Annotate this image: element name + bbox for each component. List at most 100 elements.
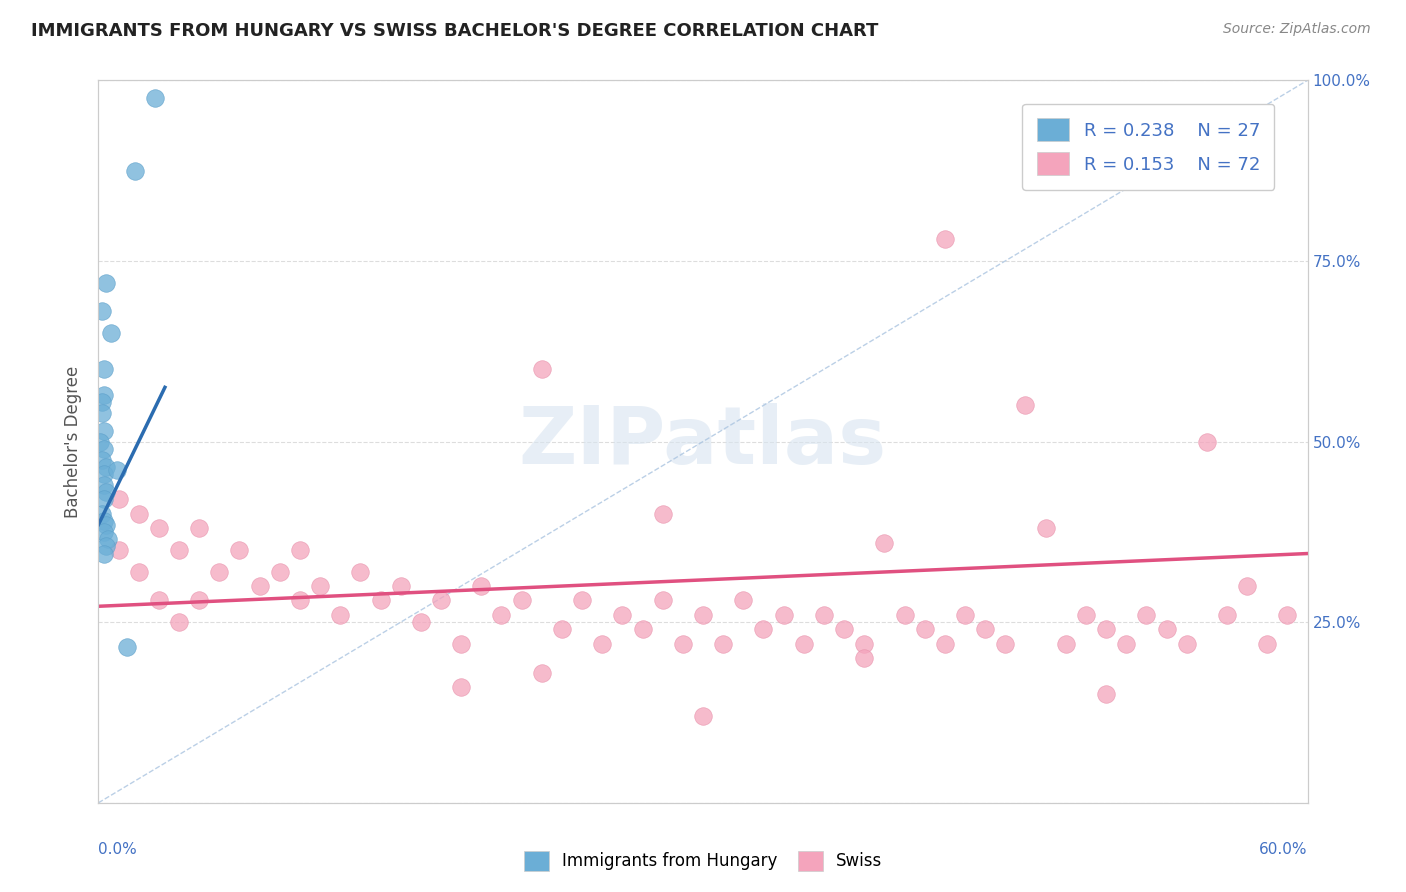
Text: IMMIGRANTS FROM HUNGARY VS SWISS BACHELOR'S DEGREE CORRELATION CHART: IMMIGRANTS FROM HUNGARY VS SWISS BACHELO… [31, 22, 879, 40]
Point [591, 637, 613, 651]
Point [1095, 623, 1118, 637]
Point [571, 593, 593, 607]
Point [1035, 521, 1057, 535]
Point [914, 623, 936, 637]
Point [107, 492, 129, 507]
Text: 60.0%: 60.0% [1260, 842, 1308, 856]
Point [711, 637, 734, 651]
Point [1135, 607, 1157, 622]
Point [148, 593, 170, 607]
Point [93, 424, 115, 438]
Point [115, 640, 138, 655]
Point [733, 593, 755, 607]
Point [873, 535, 896, 549]
Point [530, 665, 553, 680]
Point [128, 507, 150, 521]
Point [430, 593, 453, 607]
Point [96, 539, 118, 553]
Point [93, 362, 115, 376]
Point [167, 615, 190, 630]
Point [309, 579, 332, 593]
Point [651, 593, 673, 607]
Point [93, 524, 115, 539]
Point [450, 680, 472, 694]
Point [470, 579, 492, 593]
Point [107, 542, 129, 557]
Point [1074, 607, 1097, 622]
Point [994, 637, 1017, 651]
Text: Source: ZipAtlas.com: Source: ZipAtlas.com [1223, 22, 1371, 37]
Point [491, 607, 513, 622]
Point [93, 442, 115, 456]
Point [91, 304, 114, 318]
Point [631, 623, 654, 637]
Point [934, 637, 956, 651]
Point [93, 514, 115, 528]
Point [96, 459, 118, 474]
Point [91, 452, 114, 467]
Point [288, 542, 311, 557]
Point [89, 434, 111, 449]
Text: ZIPatlas: ZIPatlas [519, 402, 887, 481]
Point [530, 362, 553, 376]
Point [370, 593, 392, 607]
Point [91, 406, 114, 420]
Point [672, 637, 695, 651]
Point [832, 623, 855, 637]
Point [96, 276, 118, 290]
Point [249, 579, 271, 593]
Point [143, 91, 166, 105]
Point [1156, 623, 1178, 637]
Point [93, 467, 115, 481]
Point [96, 485, 118, 500]
Point [188, 521, 211, 535]
Point [1216, 607, 1239, 622]
Point [389, 579, 412, 593]
Legend: Immigrants from Hungary, Swiss: Immigrants from Hungary, Swiss [516, 842, 890, 880]
Point [228, 542, 250, 557]
Point [91, 507, 114, 521]
Point [1054, 637, 1077, 651]
Legend: R = 0.238    N = 27, R = 0.153    N = 72: R = 0.238 N = 27, R = 0.153 N = 72 [1022, 103, 1274, 190]
Point [893, 607, 915, 622]
Point [148, 521, 170, 535]
Point [1115, 637, 1137, 651]
Point [551, 623, 574, 637]
Point [651, 507, 673, 521]
Point [934, 232, 956, 246]
Point [1277, 607, 1299, 622]
Point [93, 387, 115, 401]
Point [1236, 579, 1258, 593]
Point [93, 492, 115, 507]
Point [93, 547, 115, 561]
Point [752, 623, 775, 637]
Point [953, 607, 976, 622]
Point [409, 615, 432, 630]
Point [188, 593, 211, 607]
Point [692, 607, 714, 622]
Point [853, 651, 876, 665]
Point [450, 637, 472, 651]
Point [1195, 434, 1218, 449]
Point [329, 607, 352, 622]
Point [510, 593, 533, 607]
Point [692, 709, 714, 723]
Text: 0.0%: 0.0% [98, 842, 138, 856]
Point [1095, 687, 1118, 701]
Point [96, 517, 118, 532]
Point [974, 623, 997, 637]
Point [853, 637, 876, 651]
Point [288, 593, 311, 607]
Point [1256, 637, 1278, 651]
Point [128, 565, 150, 579]
Y-axis label: Bachelor's Degree: Bachelor's Degree [65, 366, 83, 517]
Point [269, 565, 291, 579]
Point [772, 607, 794, 622]
Point [208, 565, 231, 579]
Point [167, 542, 190, 557]
Point [1175, 637, 1198, 651]
Point [100, 326, 122, 340]
Point [793, 637, 815, 651]
Point [105, 463, 128, 477]
Point [91, 394, 114, 409]
